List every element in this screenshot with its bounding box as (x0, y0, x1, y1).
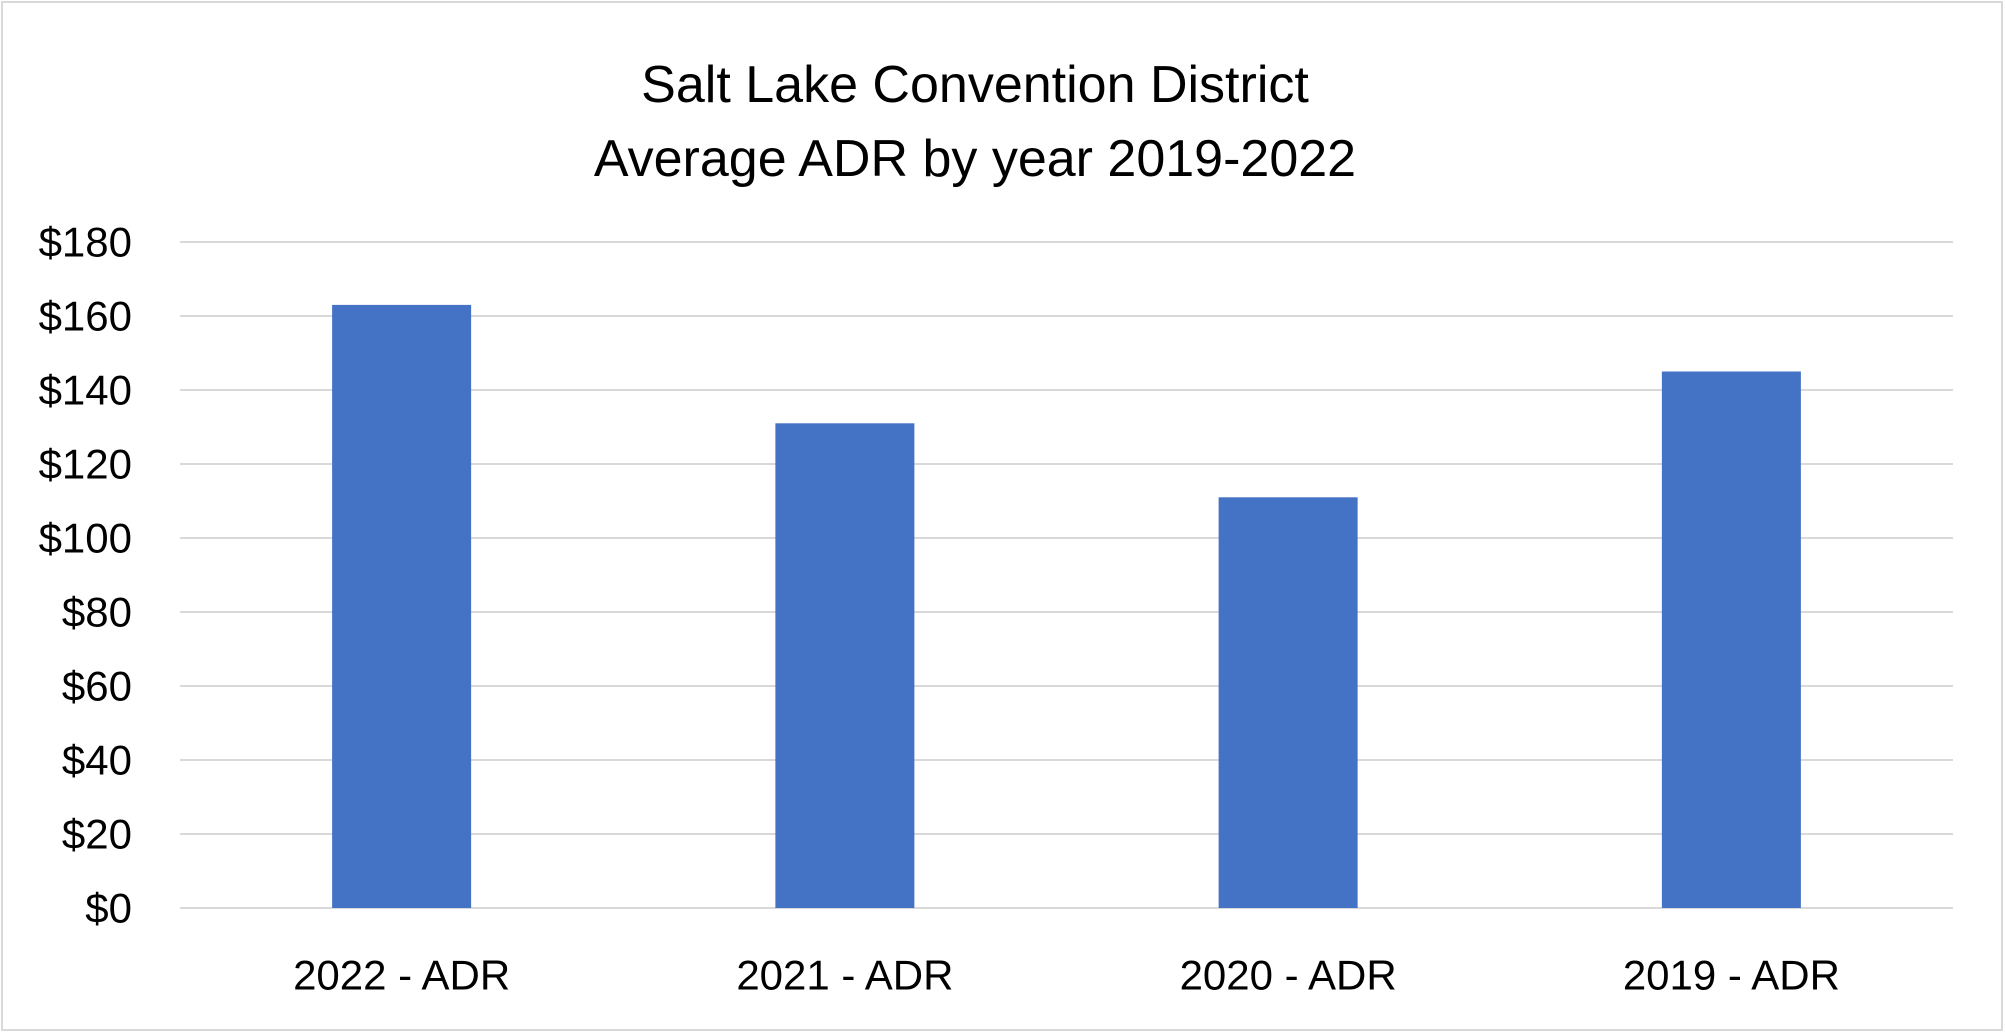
bar-2020 (1218, 497, 1358, 908)
bar-2019 (1661, 371, 1801, 908)
y-axis-tick-labels: $0 $20 $40 $60 $80 $100 $120 $140 $160 $180 (39, 219, 132, 932)
y-tick-label: $20 (62, 811, 132, 858)
x-axis-category-labels: 2022 - ADR 2021 - ADR 2020 - ADR 2019 - ADR (293, 952, 1840, 999)
y-tick-label: $60 (62, 663, 132, 710)
x-category-label: 2022 - ADR (293, 952, 510, 999)
y-tick-label: $120 (39, 441, 132, 488)
x-category-label: 2020 - ADR (1180, 952, 1397, 999)
chart-title: Salt Lake Convention District Average AD… (0, 48, 1950, 196)
y-tick-label: $40 (62, 737, 132, 784)
y-tick-label: $80 (62, 589, 132, 636)
x-category-label: 2021 - ADR (736, 952, 953, 999)
y-tick-label: $180 (39, 219, 132, 266)
y-tick-label: $100 (39, 515, 132, 562)
bar-2021 (775, 423, 915, 908)
bars (332, 304, 1801, 908)
y-tick-label: $160 (39, 293, 132, 340)
gridlines (180, 241, 1953, 909)
bar-2022 (332, 304, 472, 908)
chart-title-line-2: Average ADR by year 2019-2022 (593, 130, 1357, 188)
x-category-label: 2019 - ADR (1623, 952, 1840, 999)
y-tick-label: $0 (85, 885, 132, 932)
y-tick-label: $140 (39, 367, 132, 414)
chart-title-line-1: Salt Lake Convention District (641, 56, 1309, 114)
